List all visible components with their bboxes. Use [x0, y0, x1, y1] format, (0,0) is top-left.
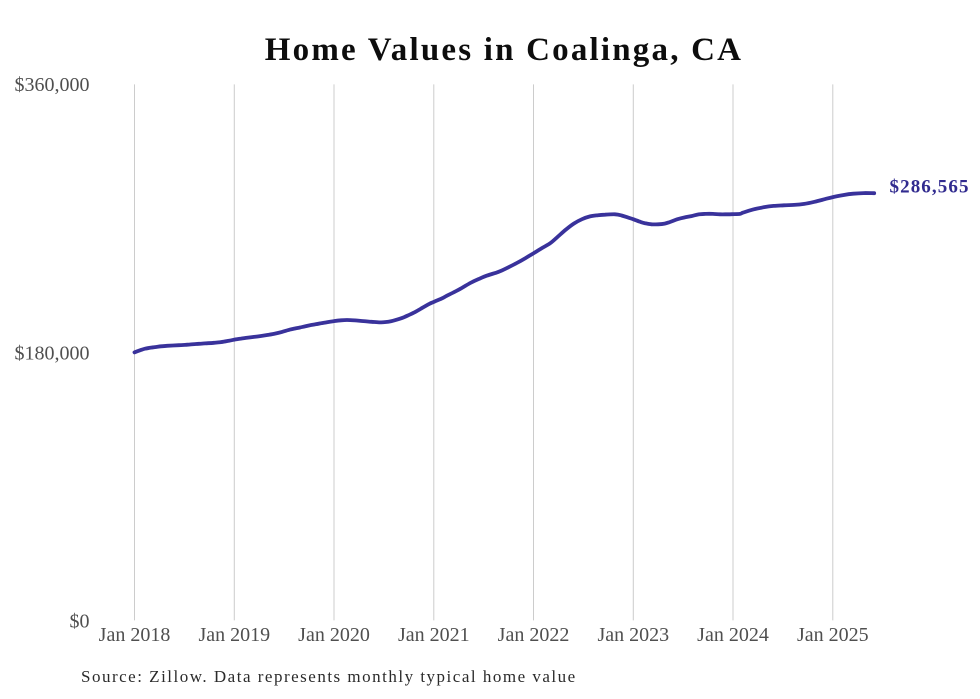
svg-text:Source: Zillow. Data represent: Source: Zillow. Data represents monthly … — [81, 667, 577, 686]
svg-text:$0: $0 — [70, 610, 90, 632]
svg-text:Jan 2019: Jan 2019 — [198, 624, 270, 646]
svg-text:$180,000: $180,000 — [15, 342, 90, 364]
svg-text:Jan 2021: Jan 2021 — [398, 624, 470, 646]
svg-text:Jan 2018: Jan 2018 — [99, 624, 171, 646]
svg-text:Jan 2025: Jan 2025 — [797, 624, 869, 646]
svg-text:$360,000: $360,000 — [15, 74, 90, 96]
svg-text:Jan 2024: Jan 2024 — [697, 624, 769, 646]
svg-text:$286,565: $286,565 — [890, 176, 970, 197]
svg-text:Jan 2022: Jan 2022 — [498, 624, 570, 646]
svg-text:Jan 2023: Jan 2023 — [597, 624, 669, 646]
svg-text:Jan 2020: Jan 2020 — [298, 624, 370, 646]
svg-text:Home Values in Coalinga, CA: Home Values in Coalinga, CA — [265, 32, 743, 68]
